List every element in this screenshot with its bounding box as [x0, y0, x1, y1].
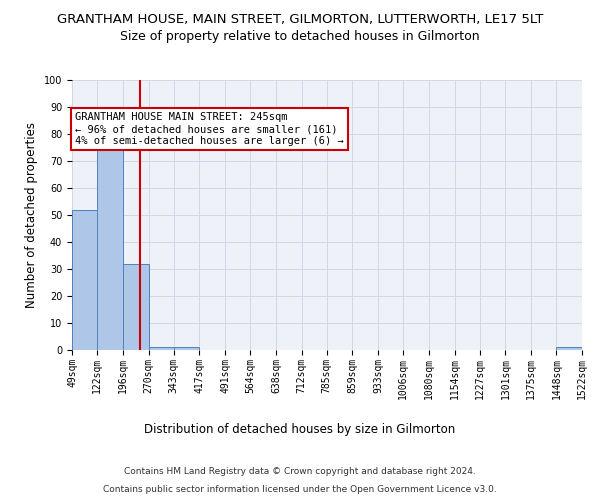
Y-axis label: Number of detached properties: Number of detached properties — [25, 122, 38, 308]
Bar — [123, 264, 149, 350]
Text: Distribution of detached houses by size in Gilmorton: Distribution of detached houses by size … — [145, 422, 455, 436]
Bar — [72, 210, 97, 350]
Bar — [97, 134, 123, 350]
Text: GRANTHAM HOUSE MAIN STREET: 245sqm
← 96% of detached houses are smaller (161)
4%: GRANTHAM HOUSE MAIN STREET: 245sqm ← 96%… — [75, 112, 344, 146]
Bar — [174, 348, 199, 350]
Bar — [149, 348, 174, 350]
Bar — [556, 348, 582, 350]
Text: Contains HM Land Registry data © Crown copyright and database right 2024.: Contains HM Land Registry data © Crown c… — [124, 468, 476, 476]
Text: Size of property relative to detached houses in Gilmorton: Size of property relative to detached ho… — [120, 30, 480, 43]
Text: GRANTHAM HOUSE, MAIN STREET, GILMORTON, LUTTERWORTH, LE17 5LT: GRANTHAM HOUSE, MAIN STREET, GILMORTON, … — [57, 12, 543, 26]
Text: Contains public sector information licensed under the Open Government Licence v3: Contains public sector information licen… — [103, 485, 497, 494]
